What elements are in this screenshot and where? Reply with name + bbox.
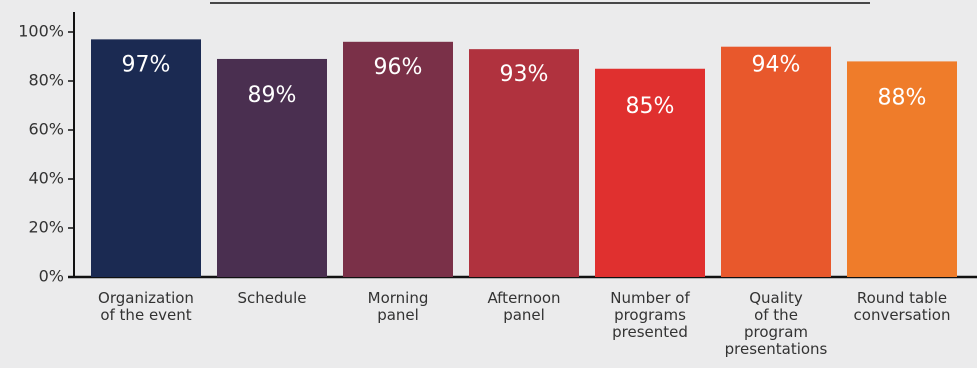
bar xyxy=(217,58,327,278)
x-tick-label-line: Afternoon xyxy=(487,289,560,307)
x-tick-label-line: Number of xyxy=(610,289,690,307)
y-tick-label: 20% xyxy=(28,218,64,237)
x-tick-label-line: Schedule xyxy=(238,289,307,307)
bar xyxy=(847,61,957,278)
bar xyxy=(91,39,201,277)
y-axis-ticks: 0% 20% 40% 60% 80% 100% xyxy=(18,22,74,286)
x-tick-label-line: of the event xyxy=(100,306,191,324)
bar xyxy=(343,41,453,277)
y-tick-label: 0% xyxy=(39,267,64,286)
x-tick-label-line: presentations xyxy=(725,340,828,358)
x-tick-label-line: Organization xyxy=(98,289,194,307)
x-tick-label-line: Round table xyxy=(857,289,947,307)
bar-value-label: 85% xyxy=(626,94,675,119)
y-tick-label: 40% xyxy=(28,169,64,188)
bar xyxy=(595,68,705,277)
x-tick-label-line: panel xyxy=(503,306,545,324)
y-tick-label: 100% xyxy=(18,22,64,41)
x-tick-label-line: conversation xyxy=(854,306,951,324)
bar-series xyxy=(91,39,957,278)
bar-value-label: 94% xyxy=(752,53,801,78)
x-tick-label-line: programs xyxy=(614,306,686,324)
bar-value-label: 89% xyxy=(248,83,297,108)
bar-value-label: 88% xyxy=(878,85,927,110)
x-tick-label-line: of the xyxy=(754,306,798,324)
y-tick-label: 60% xyxy=(28,120,64,139)
bar-value-labels: 97% 89% 96% 93% 85% 94% 88% xyxy=(122,52,927,118)
bar xyxy=(721,46,831,278)
x-tick-label: Schedule xyxy=(238,289,307,307)
x-tick-label-line: Quality xyxy=(749,289,803,307)
bar-value-label: 97% xyxy=(122,52,171,77)
x-tick-label-line: program xyxy=(744,323,808,341)
x-tick-label-line: Morning xyxy=(368,289,429,307)
y-tick-label: 80% xyxy=(28,71,64,90)
bar-value-label: 93% xyxy=(500,62,549,87)
bar xyxy=(469,49,579,278)
bar-value-label: 96% xyxy=(374,55,423,80)
x-tick-label-line: presented xyxy=(612,323,688,341)
x-tick-label-line: panel xyxy=(377,306,419,324)
